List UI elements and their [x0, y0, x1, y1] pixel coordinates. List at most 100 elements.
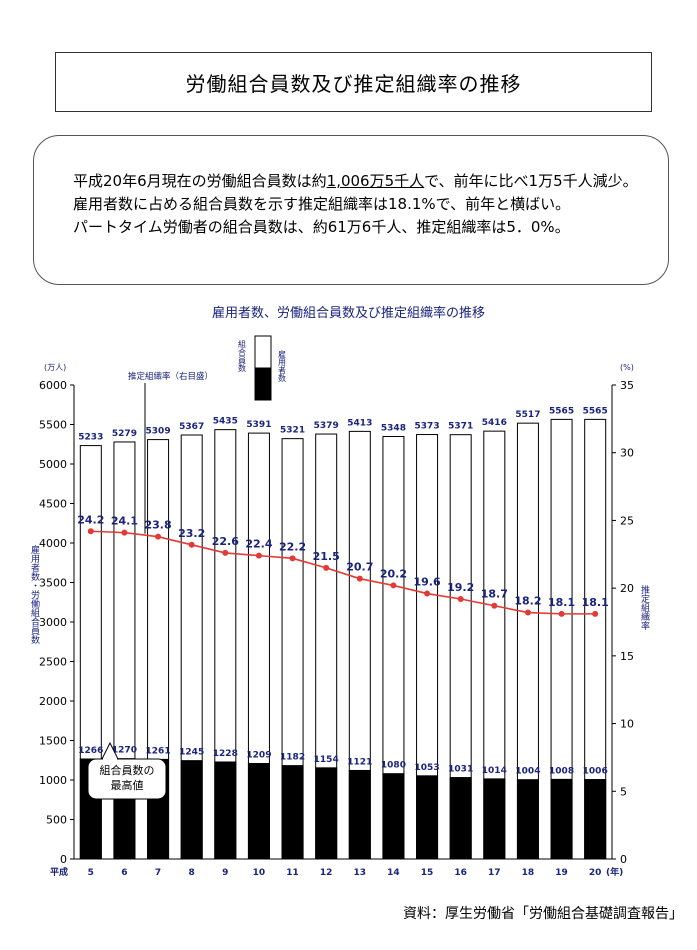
union-chart: 0 500 1000 1500 2000 2500 3000 3500 4000 4500 5000… [29, 335, 650, 878]
rate-label: 18.2 [514, 595, 541, 608]
rate-point [87, 528, 94, 535]
right-tick-label: 20 [620, 582, 634, 595]
left-tick-label: 4000 [39, 537, 67, 550]
union-member-bar [281, 765, 304, 860]
union-member-bar [315, 767, 338, 860]
left-tick-label: 2000 [39, 695, 67, 708]
union-member-label: 1014 [482, 766, 507, 776]
right-tick-label: 10 [620, 718, 634, 731]
employee-label: 5373 [415, 422, 440, 432]
callout-text: 最高値 [111, 778, 144, 792]
rate-label: 19.6 [413, 576, 440, 589]
union-member-bar [348, 769, 371, 860]
employee-label: 5233 [78, 433, 103, 443]
rate-label: 18.7 [481, 588, 508, 601]
employee-label: 5279 [112, 429, 137, 439]
left-tick-label: 6000 [39, 379, 67, 392]
union-member-label: 1266 [78, 746, 103, 756]
employee-label: 5517 [515, 410, 540, 420]
union-member-bar [516, 779, 539, 860]
rate-point [491, 602, 498, 609]
x-tick-label: 20 [589, 868, 602, 878]
rate-point [222, 549, 229, 556]
employee-label: 5367 [179, 422, 204, 432]
summary-highlight: 1,006万5千人 [326, 172, 425, 190]
summary-line-3: パートタイム労働者の組合員数は、約61万6千人、推定組織率は5．0%。 [73, 218, 570, 236]
rate-label: 20.2 [380, 567, 407, 580]
rate-point [155, 533, 162, 540]
summary-line-2: 雇用者数に占める組合員数を示す推定組織率は18.1%で、前年と横ばい。 [73, 195, 571, 213]
employee-label: 5309 [146, 427, 171, 437]
rate-point [390, 582, 397, 589]
employee-label: 5348 [381, 424, 406, 434]
employee-label: 5416 [482, 418, 507, 428]
rate-point [255, 552, 262, 559]
rate-label: 24.2 [77, 513, 104, 526]
employee-label: 5565 [549, 406, 574, 416]
union-member-label: 1008 [549, 766, 574, 776]
x-tick-label: 16 [454, 868, 467, 878]
rate-point [424, 590, 431, 597]
union-member-bar [416, 775, 439, 860]
left-tick-label: 1500 [39, 735, 67, 748]
legend-rate-label: 推定組織率（右目盛） [128, 371, 213, 382]
right-tick-label: 0 [620, 853, 627, 866]
legend-employee-label: 雇用者数 [278, 349, 287, 383]
rate-label: 23.2 [178, 527, 205, 540]
x-tick-label: 12 [320, 868, 333, 878]
employee-label: 5435 [213, 417, 238, 427]
left-tick-label: 500 [46, 814, 67, 827]
right-tick-label: 25 [620, 514, 634, 527]
union-member-bar [584, 779, 607, 860]
employee-label: 5413 [347, 418, 372, 428]
employee-label: 5321 [280, 426, 305, 436]
union-member-label: 1031 [448, 765, 473, 775]
callout-joint [103, 758, 117, 761]
union-member-bar [247, 762, 270, 860]
employee-label: 5391 [246, 420, 271, 430]
rate-label: 21.5 [313, 550, 340, 563]
union-member-bar [382, 773, 405, 860]
legend-member-swatch [254, 367, 272, 401]
summary-box: 平成20年6月現在の労働組合員数は約1,006万5千人で、前年に比べ1万5千人減… [33, 135, 669, 285]
rate-label: 22.2 [279, 540, 306, 553]
rate-point [289, 555, 296, 562]
left-tick-label: 2500 [39, 656, 67, 669]
x-tick-label: 19 [555, 868, 568, 878]
employee-label: 5379 [314, 421, 339, 431]
union-member-label: 1080 [381, 761, 406, 771]
summary-line-1: 平成20年6月現在の労働組合員数は約1,006万5千人で、前年に比べ1万5千人減… [73, 172, 638, 190]
union-member-label: 1228 [213, 749, 238, 759]
page-title: 労働組合員数及び推定組織率の推移 [55, 52, 652, 112]
left-tick-label: 5000 [39, 458, 67, 471]
employee-label: 5371 [448, 422, 473, 432]
callout-text: 組合員数の [100, 763, 155, 777]
rate-label: 20.7 [346, 561, 373, 574]
x-tick-label: 11 [286, 868, 299, 878]
x-tick-label: 7 [155, 868, 161, 878]
x-tick-label: 9 [222, 868, 228, 878]
source-note: 資料：厚生労働省「労働組合基礎調査報告」 [403, 906, 683, 922]
rate-line [90, 530, 596, 615]
rate-label: 24.1 [111, 515, 138, 528]
union-member-label: 1006 [583, 767, 608, 777]
union-member-bar [180, 760, 203, 860]
union-member-bar [483, 778, 506, 860]
x-tick-label: 17 [488, 868, 501, 878]
x-prefix-label: 平成 [50, 866, 68, 878]
left-axis-unit: (万人) [44, 363, 66, 372]
union-member-label: 1182 [280, 753, 305, 763]
union-member-bar [449, 777, 472, 860]
right-tick-label: 15 [620, 650, 634, 663]
left-tick-label: 3500 [39, 577, 67, 590]
x-tick-label: 13 [354, 868, 367, 878]
union-member-label: 1270 [112, 746, 137, 756]
rate-point [121, 529, 128, 536]
x-tick-label: 8 [189, 868, 195, 878]
right-axis-unit: (%) [620, 363, 634, 372]
union-member-label: 1261 [146, 746, 171, 756]
x-tick-label: 14 [387, 868, 400, 878]
union-member-bar [214, 761, 237, 860]
rate-point [558, 610, 565, 617]
right-tick-label: 35 [620, 379, 634, 392]
